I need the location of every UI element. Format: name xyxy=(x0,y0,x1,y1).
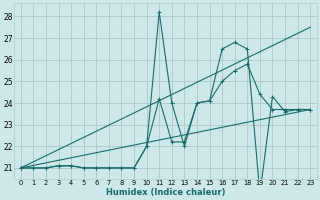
X-axis label: Humidex (Indice chaleur): Humidex (Indice chaleur) xyxy=(106,188,225,197)
